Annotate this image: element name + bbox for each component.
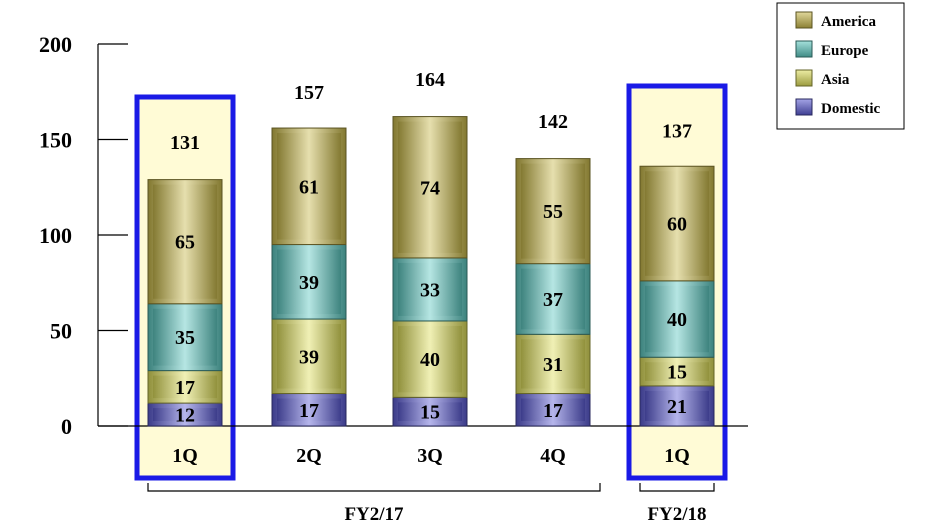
legend-label-domestic: Domestic	[821, 101, 880, 117]
legend-swatch-europe	[795, 40, 813, 58]
bar-bevel	[645, 171, 709, 276]
value-label-domestic: 17	[299, 400, 319, 422]
category-label: 2Q	[296, 445, 322, 467]
value-label-asia: 39	[299, 346, 319, 368]
value-label-europe: 39	[299, 272, 319, 294]
value-label-europe: 35	[175, 327, 195, 349]
total-label: 164	[415, 69, 445, 91]
value-label-asia: 31	[543, 354, 563, 376]
total-label: 131	[170, 132, 200, 154]
category-label: 3Q	[417, 445, 443, 467]
bar-bevel	[521, 339, 585, 389]
group-bracket-0	[147, 483, 601, 492]
legend-swatch-domestic	[795, 98, 813, 116]
value-label-america: 60	[667, 214, 687, 236]
legend-swatch-asia	[795, 69, 813, 87]
total-label: 142	[538, 111, 568, 133]
y-tick-label: 50	[50, 319, 72, 344]
value-label-domestic: 12	[175, 405, 195, 427]
category-label: 1Q	[664, 445, 690, 467]
total-label: 157	[294, 82, 324, 104]
bar-bevel	[645, 285, 709, 353]
category-label: 4Q	[540, 445, 566, 467]
value-label-domestic: 21	[667, 396, 687, 418]
value-label-america: 55	[543, 201, 563, 223]
group-label: FY2/17	[344, 504, 404, 525]
bar-bevel	[277, 398, 341, 421]
y-tick-label: 150	[39, 128, 72, 153]
legend-label-europe: Europe	[821, 43, 869, 59]
bar-bevel	[153, 184, 217, 299]
value-label-asia: 15	[667, 362, 687, 384]
bar-bevel	[521, 398, 585, 421]
bar-bevel	[645, 362, 709, 381]
category-label: 1Q	[172, 445, 198, 467]
bars-layer	[147, 116, 715, 427]
bar-bevel	[153, 408, 217, 421]
value-label-domestic: 15	[420, 402, 440, 424]
value-label-asia: 17	[175, 377, 195, 399]
value-label-asia: 40	[420, 349, 440, 371]
value-label-america: 65	[175, 232, 195, 254]
legend-label-asia: Asia	[821, 72, 850, 88]
labels-layer: 12 17 35 65 131 1Q 17 39 39 61 157 2Q 15 40 33 74 164 3Q 1…	[170, 69, 692, 467]
bar-bevel	[398, 402, 462, 421]
y-tick-label: 0	[61, 414, 72, 439]
bar-bevel	[153, 375, 217, 399]
group-bracket-1	[639, 483, 715, 492]
group-label: FY2/18	[647, 504, 706, 525]
bar-bevel	[277, 324, 341, 389]
legend-label-america: America	[821, 14, 876, 30]
bar-bevel	[277, 249, 341, 315]
value-label-america: 74	[420, 177, 440, 199]
legend: America Europe Asia Domestic	[776, 2, 905, 130]
total-label: 137	[662, 120, 692, 142]
bar-bevel	[521, 268, 585, 330]
bar-bevel	[398, 262, 462, 316]
legend-swatch-america	[795, 11, 813, 29]
bar-bevel	[398, 325, 462, 393]
value-label-america: 61	[299, 176, 319, 198]
y-tick-label: 100	[39, 223, 72, 248]
value-label-domestic: 17	[543, 400, 563, 422]
value-label-europe: 37	[543, 289, 563, 311]
value-label-europe: 40	[667, 309, 687, 331]
value-label-europe: 33	[420, 279, 440, 301]
group-brackets: FY2/17 FY2/18	[147, 483, 715, 525]
bar-bevel	[521, 163, 585, 259]
bar-bevel	[153, 308, 217, 366]
bar-bevel	[645, 390, 709, 421]
y-tick-label: 200	[39, 32, 72, 57]
bar-bevel	[277, 133, 341, 240]
bar-bevel	[398, 121, 462, 253]
